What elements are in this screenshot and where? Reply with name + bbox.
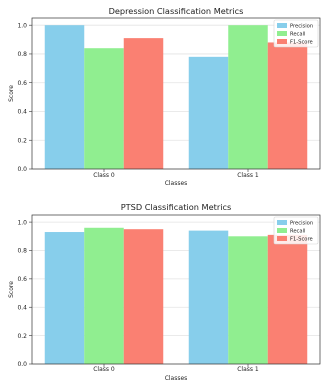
legend-swatch-precision: [277, 220, 287, 225]
axes-frame: [31, 17, 321, 170]
legend-swatch-f1-score: [277, 39, 287, 44]
legend-swatch-f1-score: [277, 236, 287, 241]
bar-f1-score-class-0: [123, 229, 164, 364]
bar-f1-score-class-1: [267, 234, 308, 364]
bar-precision-class-0: [44, 232, 85, 364]
legend-label: Precision: [290, 24, 313, 30]
y-tick-label: 0.8: [17, 248, 27, 255]
y-tick-label: 0.0: [17, 166, 27, 173]
legend-label: Recall: [290, 32, 305, 38]
bar-precision-class-0: [44, 25, 85, 169]
y-tick-label: 0.2: [17, 137, 27, 144]
y-tick-label: 1.0: [17, 219, 27, 226]
x-tick-label: Class 1: [237, 172, 259, 179]
bar-f1-score-class-1: [267, 42, 308, 170]
axes-frame: [31, 214, 321, 365]
y-tick-label: 0.4: [17, 109, 27, 116]
x-tick-label: Class 1: [237, 366, 259, 373]
legend-label: F1-Score: [290, 237, 313, 243]
bar-recall-class-0: [84, 227, 124, 364]
bar-recall-class-0: [84, 48, 124, 170]
depression-chart-panel: 0.0 0.2 0.4 0.6 0.8 1.0 Class 0 Class 1 Depressi…: [8, 6, 321, 187]
legend-label: F1-Score: [290, 40, 313, 46]
bar-precision-class-1: [188, 56, 229, 170]
legend-swatch-recall: [277, 31, 287, 36]
y-axis-label: Score: [8, 281, 15, 298]
y-tick-label: 0.0: [17, 361, 27, 368]
legend-swatch-precision: [277, 23, 287, 28]
legend-label: Precision: [290, 221, 313, 227]
bar-recall-class-1: [228, 25, 268, 169]
legend-label: Recall: [290, 229, 305, 235]
y-tick-label: 1.0: [17, 22, 27, 29]
y-tick-label: 0.6: [17, 80, 27, 87]
x-tick-label: Class 0: [93, 172, 115, 179]
bar-recall-class-1: [228, 236, 268, 364]
x-axis-label: Classes: [165, 180, 188, 187]
chart-title: PTSD Classification Metrics: [121, 202, 232, 212]
y-axis-label: Score: [8, 85, 15, 102]
chart-title: Depression Classification Metrics: [109, 6, 244, 16]
bar-f1-score-class-0: [123, 38, 164, 170]
y-tick-label: 0.6: [17, 276, 27, 283]
x-tick-label: Class 0: [93, 366, 115, 373]
x-axis-label: Classes: [165, 375, 188, 382]
y-tick-label: 0.4: [17, 304, 27, 311]
legend-swatch-recall: [277, 228, 287, 233]
y-tick-label: 0.2: [17, 333, 27, 340]
y-tick-label: 0.8: [17, 51, 27, 58]
ptsd-chart-panel: 0.0 0.2 0.4 0.6 0.8 1.0 Class 0 Class 1 PTSD Cla…: [8, 202, 321, 382]
bar-precision-class-1: [188, 230, 229, 364]
